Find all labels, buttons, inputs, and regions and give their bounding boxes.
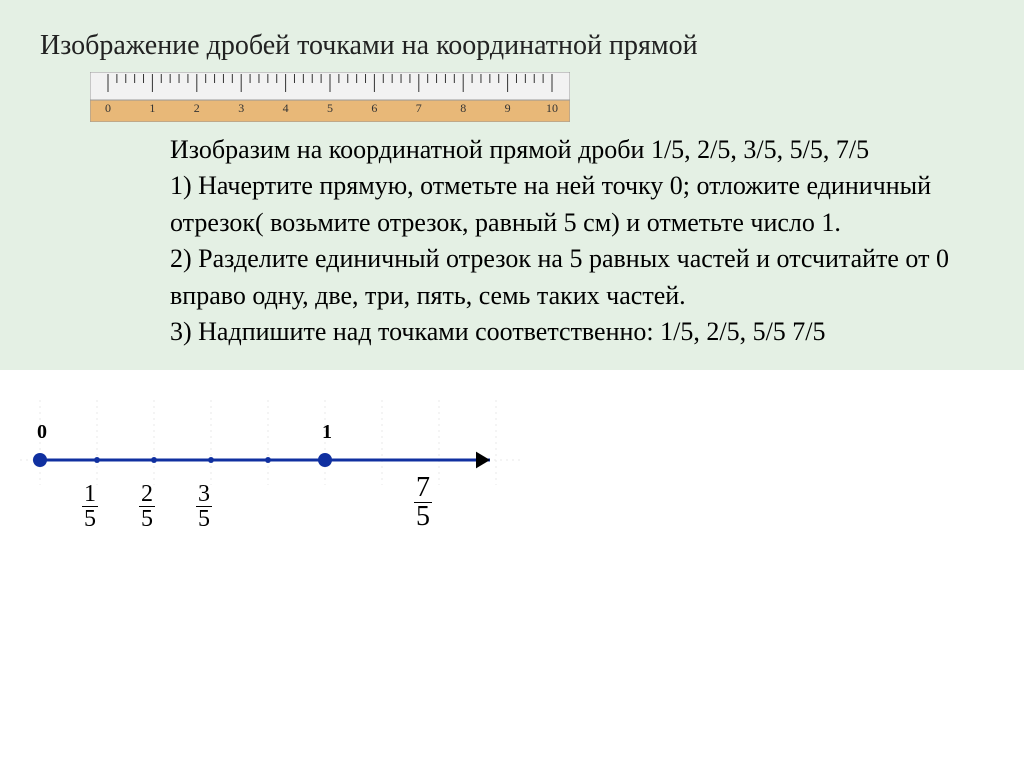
svg-text:5: 5 [327, 101, 333, 115]
slide-title: Изображение дробей точками на координатн… [40, 30, 984, 62]
svg-text:0: 0 [37, 421, 47, 443]
svg-text:3: 3 [238, 101, 244, 115]
svg-text:10: 10 [546, 101, 558, 115]
step-2: 2) Разделите единичный отрезок на 5 равн… [170, 241, 964, 314]
step-1: 1) Начертите прямую, отметьте на ней точ… [170, 168, 964, 241]
slide-panel: Изображение дробей точками на координатн… [0, 0, 1024, 370]
number-line-area: 01 15253575 [0, 370, 1024, 590]
ruler-svg: 0 1 2 3 4 5 6 7 8 9 10 [90, 72, 570, 122]
intro-line: Изобразим на координатной прямой дроби 1… [170, 132, 964, 168]
fraction-label-right: 75 [414, 474, 432, 531]
fraction-label: 35 [196, 482, 212, 531]
svg-text:6: 6 [371, 101, 377, 115]
fraction-label: 25 [139, 482, 155, 531]
body-text: Изобразим на координатной прямой дроби 1… [40, 132, 984, 350]
svg-text:2: 2 [194, 101, 200, 115]
svg-text:9: 9 [505, 101, 511, 115]
svg-text:8: 8 [460, 101, 466, 115]
svg-text:4: 4 [283, 101, 289, 115]
ruler-image: 0 1 2 3 4 5 6 7 8 9 10 [90, 72, 570, 122]
fraction-label: 15 [82, 482, 98, 531]
step-3: 3) Надпишите над точками соответственно:… [170, 314, 964, 350]
svg-text:7: 7 [416, 101, 422, 115]
number-line-svg: 01 [10, 390, 530, 490]
svg-text:1: 1 [322, 421, 332, 443]
svg-text:0: 0 [105, 101, 111, 115]
svg-text:1: 1 [149, 101, 155, 115]
